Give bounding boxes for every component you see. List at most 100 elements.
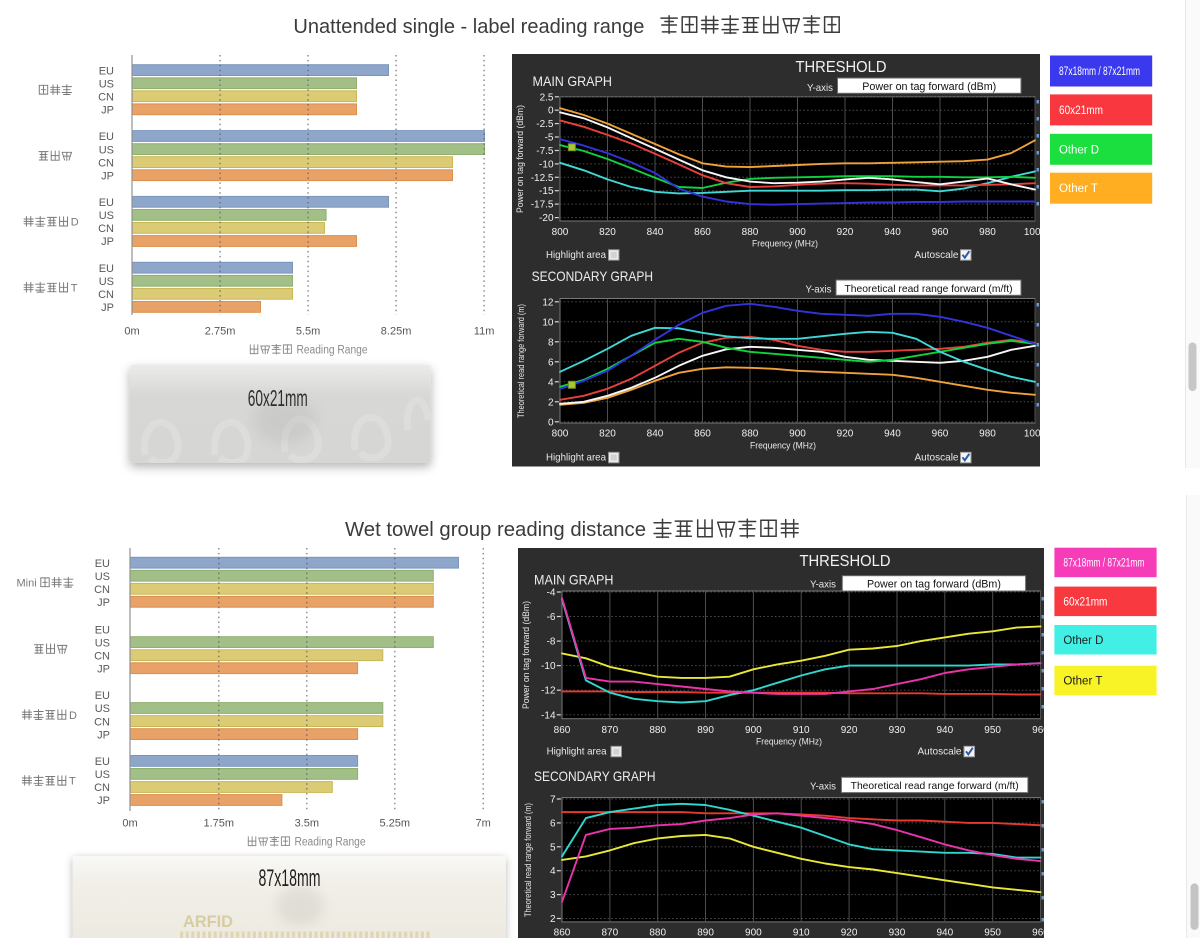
svg-text:890: 890	[697, 725, 714, 736]
svg-text:980: 980	[979, 429, 996, 440]
svg-text:950: 950	[984, 928, 1001, 938]
svg-text:860: 860	[694, 429, 711, 440]
svg-text:0: 0	[548, 417, 554, 428]
svg-text:MAIN GRAPH: MAIN GRAPH	[533, 73, 613, 89]
svg-text:Autoscale: Autoscale	[915, 249, 959, 261]
svg-text:THRESHOLD: THRESHOLD	[796, 59, 887, 76]
svg-text:60x21mm: 60x21mm	[1059, 105, 1103, 117]
svg-text:880: 880	[649, 725, 666, 736]
svg-text:960: 960	[932, 429, 949, 440]
svg-text:CN: CN	[94, 650, 110, 662]
svg-text:Reading Range: Reading Range	[297, 345, 368, 357]
svg-text:Other T: Other T	[1063, 675, 1102, 687]
svg-text:930: 930	[889, 928, 906, 938]
svg-text:EU: EU	[99, 197, 114, 209]
svg-text:D: D	[69, 710, 77, 722]
svg-text:Other T: Other T	[1059, 183, 1098, 195]
svg-text:Y-axis: Y-axis	[807, 82, 833, 94]
svg-text:0: 0	[548, 106, 554, 117]
svg-text:60x21mm: 60x21mm	[248, 385, 308, 411]
svg-text:-20: -20	[539, 213, 554, 224]
svg-text:-7.5: -7.5	[536, 146, 554, 157]
svg-text:EU: EU	[99, 131, 114, 143]
svg-text:Highlight area: Highlight area	[547, 746, 607, 758]
svg-text:-4: -4	[547, 588, 556, 599]
svg-text:-10: -10	[539, 159, 554, 170]
svg-text:960: 960	[1032, 725, 1049, 736]
svg-text:-15: -15	[539, 186, 554, 197]
svg-text:820: 820	[599, 227, 616, 238]
svg-text:3.5m: 3.5m	[295, 818, 319, 830]
svg-text:SECONDARY GRAPH: SECONDARY GRAPH	[532, 268, 654, 284]
svg-text:Theoretical read range forward: Theoretical read range forward (m)	[516, 304, 526, 418]
svg-text:D: D	[71, 217, 79, 229]
svg-text:900: 900	[789, 227, 806, 238]
svg-text:Autoscale: Autoscale	[915, 452, 959, 464]
svg-text:940: 940	[936, 725, 953, 736]
svg-text:800: 800	[552, 227, 569, 238]
svg-text:2: 2	[550, 914, 556, 925]
svg-text:CN: CN	[94, 716, 110, 728]
svg-text:Y-axis: Y-axis	[806, 284, 832, 296]
svg-text:890: 890	[697, 928, 714, 938]
svg-text:EU: EU	[99, 263, 114, 275]
svg-text:US: US	[99, 276, 114, 288]
svg-text:960: 960	[1032, 928, 1049, 938]
svg-text:60x21mm: 60x21mm	[1063, 596, 1107, 608]
svg-text:ARFID: ARFID	[183, 912, 233, 931]
svg-text:JP: JP	[101, 236, 114, 248]
svg-text:6: 6	[550, 818, 556, 829]
svg-text:-2.5: -2.5	[536, 119, 554, 130]
svg-text:920: 920	[837, 227, 854, 238]
svg-text:87x18mm / 87x21mm: 87x18mm / 87x21mm	[1063, 557, 1144, 569]
svg-text:1000: 1000	[1024, 227, 1047, 238]
svg-text:CN: CN	[98, 223, 114, 235]
svg-text:Y-axis: Y-axis	[810, 780, 836, 792]
svg-text:920: 920	[837, 429, 854, 440]
svg-text:THRESHOLD: THRESHOLD	[800, 553, 891, 570]
svg-text:Mini: Mini	[17, 577, 37, 589]
svg-text:7: 7	[550, 795, 556, 806]
svg-text:Theoretical read range forward: Theoretical read range forward (m/ft)	[851, 780, 1019, 792]
svg-text:6: 6	[548, 357, 554, 368]
svg-text:-12.5: -12.5	[531, 173, 554, 184]
svg-text:87x18mm: 87x18mm	[259, 865, 321, 892]
svg-text:5.25m: 5.25m	[380, 818, 411, 830]
svg-text:870: 870	[602, 725, 619, 736]
svg-text:Power on tag forward (dBm): Power on tag forward (dBm)	[862, 81, 996, 93]
svg-text:Theoretical read range forward: Theoretical read range forward (m)	[523, 803, 533, 917]
svg-text:840: 840	[647, 227, 664, 238]
svg-text:10: 10	[542, 317, 554, 328]
svg-text:-12: -12	[541, 686, 556, 697]
svg-text:US: US	[95, 571, 110, 583]
svg-text:US: US	[99, 210, 114, 222]
svg-text:CN: CN	[98, 157, 114, 169]
svg-text:JP: JP	[97, 597, 110, 609]
svg-text:980: 980	[979, 227, 996, 238]
svg-text:Highlight area: Highlight area	[546, 249, 606, 261]
svg-text:JP: JP	[97, 729, 110, 741]
svg-text:-5: -5	[545, 133, 554, 144]
svg-text:JP: JP	[101, 302, 114, 314]
svg-text:960: 960	[932, 227, 949, 238]
svg-text:JP: JP	[101, 170, 114, 182]
svg-text:EU: EU	[99, 65, 114, 77]
svg-text:900: 900	[745, 725, 762, 736]
svg-text:Frequency (MHz): Frequency (MHz)	[752, 239, 818, 250]
svg-text:920: 920	[841, 725, 858, 736]
svg-text:900: 900	[789, 429, 806, 440]
svg-text:900: 900	[745, 928, 762, 938]
svg-text:JP: JP	[101, 104, 114, 116]
svg-text:1.75m: 1.75m	[204, 818, 235, 830]
svg-text:930: 930	[889, 725, 906, 736]
svg-text:EU: EU	[95, 756, 110, 768]
svg-text:7m: 7m	[476, 818, 491, 830]
svg-text:880: 880	[742, 227, 759, 238]
svg-text:US: US	[99, 78, 114, 90]
svg-text:940: 940	[884, 429, 901, 440]
svg-text:Power on tag forward (dBm): Power on tag forward (dBm)	[867, 579, 1001, 591]
svg-text:910: 910	[793, 725, 810, 736]
svg-text:EU: EU	[95, 690, 110, 702]
svg-text:Other D: Other D	[1063, 635, 1103, 647]
svg-text:CN: CN	[98, 289, 114, 301]
